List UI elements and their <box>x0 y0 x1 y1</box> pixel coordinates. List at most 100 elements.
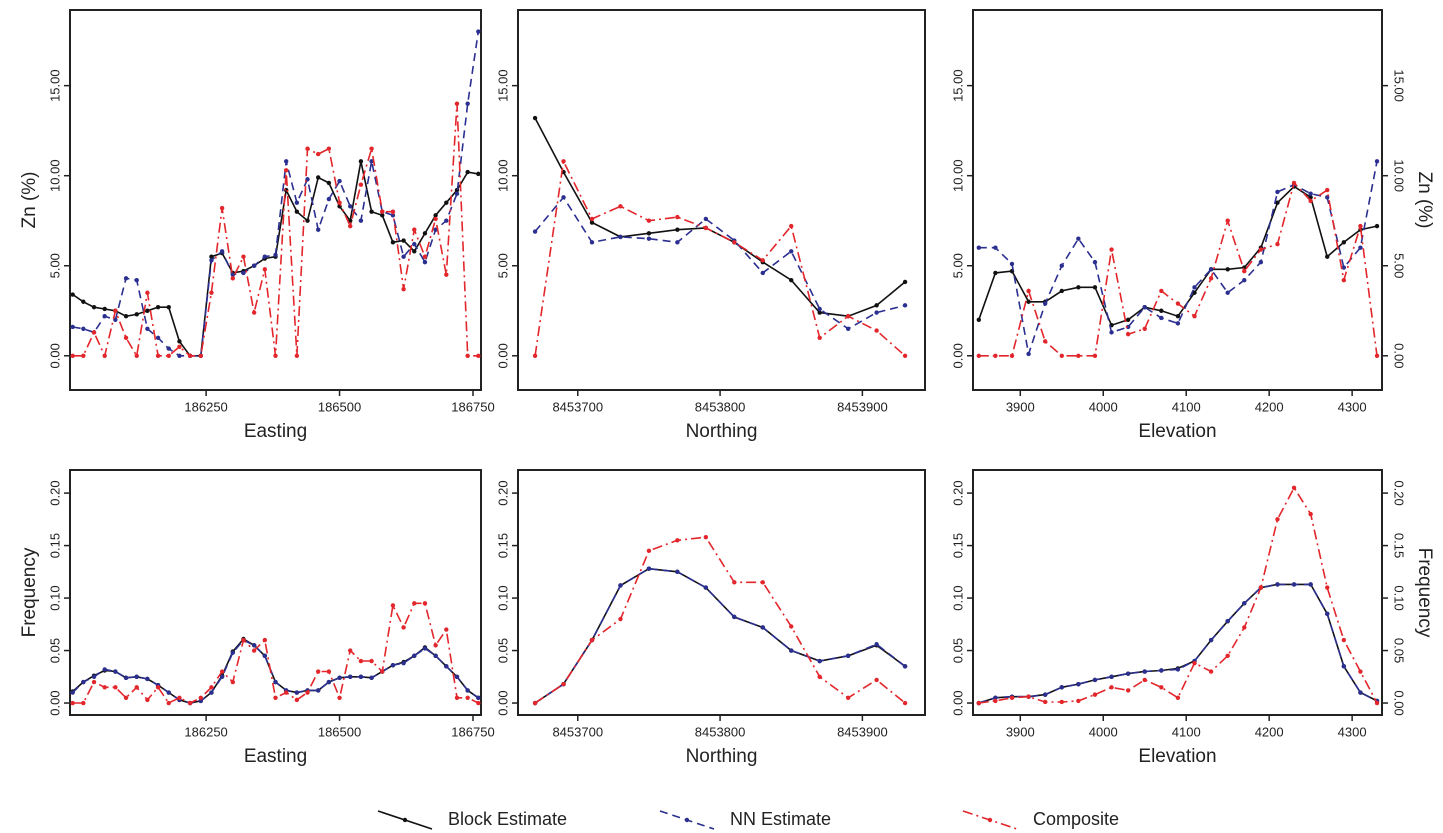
point <box>262 254 268 259</box>
point <box>732 614 737 620</box>
x-tick-label: 186750 <box>451 724 494 739</box>
x-axis-label: Easting <box>244 746 307 767</box>
point <box>532 700 538 706</box>
point <box>1225 653 1230 658</box>
point <box>113 685 118 690</box>
point <box>1026 288 1031 294</box>
series-line <box>534 567 906 704</box>
point <box>166 690 171 695</box>
point <box>1042 301 1048 306</box>
point <box>760 270 765 276</box>
point <box>465 695 470 700</box>
panel: 8453700 8453800 8453900 0.00 5.00 10.00 15.00 N… <box>495 9 926 442</box>
point <box>294 353 300 358</box>
point <box>1109 247 1114 252</box>
point <box>390 209 396 214</box>
point <box>113 669 118 674</box>
point <box>465 169 470 175</box>
point <box>454 695 460 700</box>
x-axis-label: Elevation <box>1138 421 1216 442</box>
point <box>81 700 86 706</box>
point <box>305 218 310 223</box>
point <box>251 643 257 648</box>
point <box>789 648 794 653</box>
y-tick-label: 0.00 <box>950 343 965 368</box>
point <box>273 695 278 700</box>
point <box>369 658 374 664</box>
point <box>760 258 765 263</box>
x-tick-label: 4000 <box>1089 724 1118 739</box>
point <box>1275 200 1280 205</box>
panel: 3900 4000 4100 4200 4300 0.00 0.00 0.05 0.05 0.10… <box>950 469 1435 767</box>
point <box>358 218 364 223</box>
point <box>1358 223 1363 229</box>
x-tick-label: 186250 <box>184 724 227 739</box>
legend-marker <box>987 817 993 823</box>
point <box>123 695 129 700</box>
point <box>993 245 998 250</box>
point <box>646 566 652 571</box>
point <box>1076 236 1081 241</box>
point <box>294 200 300 205</box>
point <box>380 669 385 674</box>
point <box>316 669 321 674</box>
point <box>1142 304 1147 310</box>
point <box>454 101 460 106</box>
y-axis-label: Frequency <box>19 547 40 637</box>
point <box>993 353 998 358</box>
point <box>433 643 438 648</box>
point <box>401 254 406 259</box>
point <box>1009 695 1015 700</box>
point <box>145 290 150 295</box>
panel: 8453700 8453800 8453900 0.00 0.05 0.10 0.15 0.2… <box>495 469 926 767</box>
y-tick-label: 0.10 <box>950 585 965 610</box>
point <box>817 310 822 315</box>
point <box>874 310 879 315</box>
point <box>1109 674 1114 679</box>
point <box>618 204 623 209</box>
point <box>1242 625 1247 630</box>
point <box>91 304 97 310</box>
point <box>102 306 107 312</box>
point <box>283 159 289 164</box>
point <box>976 700 982 706</box>
point <box>1308 198 1313 204</box>
point <box>1159 308 1164 313</box>
point <box>1358 669 1363 674</box>
x-tick-label: 8453800 <box>695 724 746 739</box>
point <box>390 603 396 608</box>
x-tick-label: 8453800 <box>695 399 746 414</box>
point <box>134 312 139 317</box>
y-tick-label: 0.10 <box>495 585 510 610</box>
point <box>703 585 709 590</box>
point <box>874 328 879 333</box>
point <box>433 653 438 658</box>
point <box>1275 241 1280 247</box>
point <box>316 688 321 693</box>
point <box>1159 315 1164 321</box>
point <box>369 209 374 214</box>
y-tick-label: 0.20 <box>1392 480 1407 505</box>
point <box>561 195 566 200</box>
point <box>294 690 300 695</box>
series-line <box>72 31 480 357</box>
point <box>1258 585 1264 590</box>
plot-frame <box>69 469 482 716</box>
point <box>476 171 481 177</box>
point <box>326 196 332 202</box>
point <box>241 254 246 259</box>
point <box>241 637 246 643</box>
point <box>241 270 246 276</box>
point <box>902 303 908 308</box>
point <box>1242 277 1247 283</box>
point <box>976 245 982 250</box>
point <box>845 326 851 331</box>
y-axis-label: Frequency <box>1414 548 1435 638</box>
point <box>465 101 470 106</box>
point <box>262 267 268 272</box>
point <box>454 191 460 196</box>
y-tick-label: 0.05 <box>1392 638 1407 663</box>
point <box>337 178 342 184</box>
point <box>401 286 406 292</box>
point <box>412 241 417 247</box>
